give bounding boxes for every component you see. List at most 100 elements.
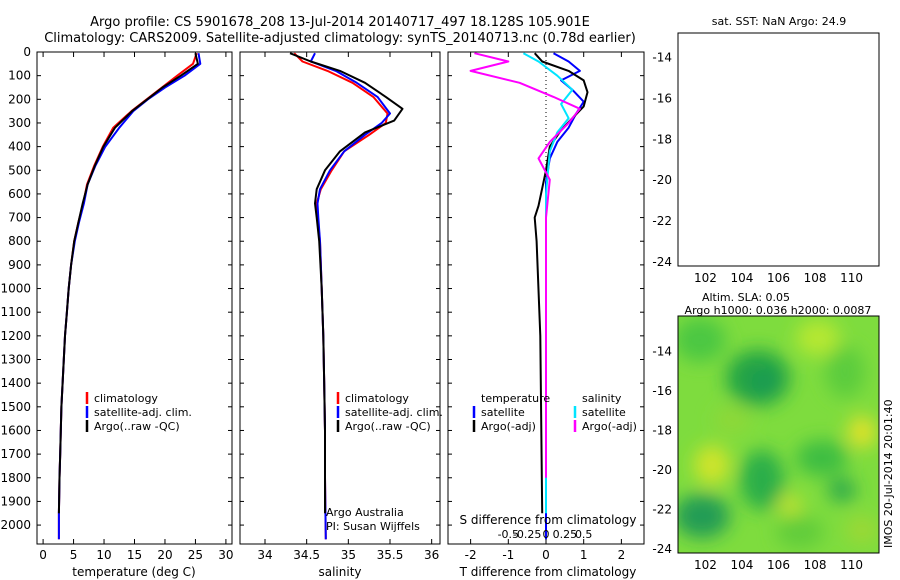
x-tick-label: 36: [424, 548, 439, 562]
x-tick-label: 0: [542, 548, 550, 562]
map-y-tick-label: -14: [652, 345, 672, 359]
legend-label-s-satellite: satellite: [582, 406, 626, 419]
x-tick-label: 34.5: [293, 548, 320, 562]
salinity-legend: climatology satellite-adj. clim. Argo(..…: [336, 392, 443, 433]
x-tick-label: 0: [39, 548, 47, 562]
x-tick-label-salinity: 0.25: [553, 528, 578, 541]
map-y-tick-label: -18: [652, 424, 672, 438]
imos-timestamp-watermark: IMOS 20-Jul-2014 20:01:40: [882, 399, 895, 548]
pi-annotation: PI: Susan Wijffels: [326, 520, 420, 533]
series-climatology: [293, 52, 389, 540]
y-tick-label: 900: [8, 258, 31, 272]
x-tick-label-salinity: 0: [543, 528, 550, 541]
x-tick-label: 15: [127, 548, 142, 562]
map-y-tick-label: -22: [652, 214, 672, 228]
series-t-argo-adj: [533, 52, 589, 514]
y-tick-label: 1100: [0, 305, 31, 319]
difference-xlabel-top: S difference from climatology: [460, 513, 637, 527]
legend-label-climatology: climatology: [94, 392, 158, 405]
y-tick-label: 300: [8, 116, 31, 130]
argo-australia-annotation: Argo Australia: [326, 506, 404, 519]
map-x-tick-label: 106: [767, 558, 790, 572]
series-climatology: [57, 52, 198, 540]
map-y-tick-label: -24: [652, 542, 672, 556]
y-tick-label: 700: [8, 211, 31, 225]
x-tick-label: 2: [618, 548, 626, 562]
y-tick-label: 1800: [0, 471, 31, 485]
sst-map-panel: [677, 32, 880, 267]
temperature-panel: [36, 51, 233, 545]
x-tick-label: 25: [188, 548, 203, 562]
x-tick-label: -1: [502, 548, 514, 562]
series-argo-raw-qc: [57, 52, 199, 514]
map-y-tick-label: -24: [652, 255, 672, 269]
sla-map-title-2: Argo h1000: 0.036 h2000: 0.0087: [685, 304, 872, 317]
map-x-tick-label: 104: [731, 558, 754, 572]
y-tick-label: 800: [8, 234, 31, 248]
legend-label-argo: Argo(..raw -QC): [94, 420, 180, 433]
salinity-xlabel: salinity: [318, 565, 361, 579]
y-tick-label: 100: [8, 69, 31, 83]
map-y-tick-label: -18: [652, 132, 672, 146]
legend-label-satellite: satellite-adj. clim.: [345, 406, 443, 419]
y-tick-label: 1400: [0, 376, 31, 390]
x-tick-label: 30: [218, 548, 233, 562]
legend-temperature-heading: temperature: [481, 392, 550, 405]
map-x-tick-label: 108: [804, 271, 827, 285]
temperature-xlabel: temperature (deg C): [72, 565, 195, 579]
map-y-tick-label: -22: [652, 503, 672, 517]
series-s-argo-adj: [469, 52, 581, 478]
sla-heatmap: [678, 316, 879, 553]
y-tick-label: 1200: [0, 329, 31, 343]
x-tick-label: 34: [257, 548, 272, 562]
x-tick-label-salinity: -0.5: [498, 528, 519, 541]
series-satellite-adj-clim: [57, 53, 202, 540]
map-x-tick-label: 110: [840, 271, 863, 285]
legend-label-t-satellite: satellite: [481, 406, 525, 419]
y-tick-label: 600: [8, 187, 31, 201]
legend-label-climatology: climatology: [345, 392, 409, 405]
sst-map-title: sat. SST: NaN Argo: 24.9: [712, 15, 846, 28]
x-tick-label-salinity: -0.25: [513, 528, 541, 541]
title-line-1: Argo profile: CS 5901678_208 13-Jul-2014…: [90, 15, 590, 30]
map-x-tick-label: 106: [767, 271, 790, 285]
y-tick-label: 1700: [0, 447, 31, 461]
y-tick-label: 400: [8, 140, 31, 154]
salinity-panel: [239, 51, 441, 545]
map-x-tick-label: 102: [694, 271, 717, 285]
legend-label-argo: Argo(..raw -QC): [345, 420, 431, 433]
y-tick-label: 500: [8, 163, 31, 177]
map-x-tick-label: 102: [694, 558, 717, 572]
y-tick-label: 200: [8, 92, 31, 106]
x-tick-label: 10: [96, 548, 111, 562]
map-y-tick-label: -20: [652, 173, 672, 187]
difference-legend: temperature satellite Argo(-adj) salinit…: [472, 392, 637, 433]
x-tick-label: -2: [465, 548, 477, 562]
x-tick-label: 35: [341, 548, 356, 562]
x-tick-label-salinity: 0.5: [575, 528, 593, 541]
title-line-2: Climatology: CARS2009. Satellite-adjuste…: [44, 31, 636, 46]
series-argo-raw-qc: [289, 52, 404, 514]
difference-xlabel: T difference from climatology: [459, 565, 637, 579]
y-tick-label: 1500: [0, 400, 31, 414]
y-tick-label: 1900: [0, 494, 31, 508]
x-tick-label: 5: [70, 548, 78, 562]
legend-label-satellite: satellite-adj. clim.: [94, 406, 192, 419]
map-x-tick-label: 110: [840, 558, 863, 572]
x-tick-label: 20: [157, 548, 172, 562]
y-tick-label: 0: [23, 45, 31, 59]
legend-salinity-heading: salinity: [582, 392, 622, 405]
x-tick-label: 35.5: [377, 548, 404, 562]
y-tick-label: 2000: [0, 518, 31, 532]
temperature-legend: climatology satellite-adj. clim. Argo(..…: [85, 392, 192, 433]
map-y-tick-label: -16: [652, 91, 672, 105]
y-tick-label: 1300: [0, 353, 31, 367]
map-y-tick-label: -16: [652, 384, 672, 398]
map-y-tick-label: -14: [652, 51, 672, 65]
map-x-tick-label: 108: [804, 558, 827, 572]
legend-label-t-argo: Argo(-adj): [481, 420, 536, 433]
map-y-tick-label: -20: [652, 463, 672, 477]
y-tick-label: 1000: [0, 282, 31, 296]
y-tick-label: 1600: [0, 423, 31, 437]
